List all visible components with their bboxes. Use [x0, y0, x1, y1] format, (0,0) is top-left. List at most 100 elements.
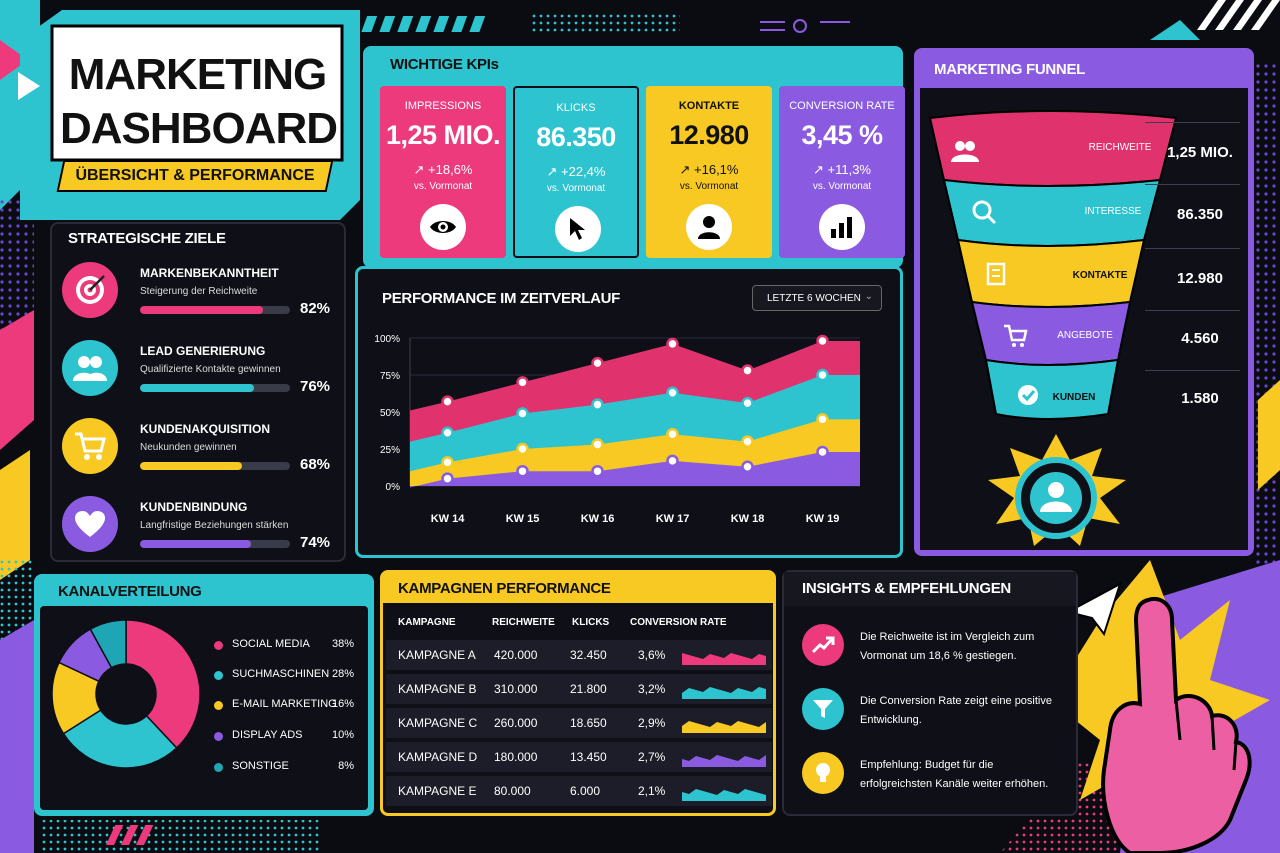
- dashboard-subtitle: ÜBERSICHT & PERFORMANCE: [75, 167, 315, 184]
- data-point[interactable]: [591, 464, 604, 478]
- insight-text: Empfehlung: Budget für die erfolgreichst…: [860, 759, 1049, 790]
- title-line-1: MARKETING: [68, 50, 327, 99]
- kpi-card-klicks[interactable]: KLICKS 86.350 ↗ +22,4% vs. Vormonat: [513, 86, 639, 258]
- trend-up-icon: [802, 624, 844, 666]
- data-point[interactable]: [441, 395, 454, 408]
- funnel-label-reichweite: REICHWEITE: [1089, 142, 1152, 153]
- funnel-chart: REICHWEITE INTERESSE KONTAKTE ANGEBOTE K…: [928, 110, 1178, 546]
- table-row[interactable]: KAMPAGNE E 80.000 6.000 2,1%: [386, 776, 772, 806]
- series-area: [410, 451, 860, 488]
- data-point[interactable]: [666, 337, 679, 351]
- table-cell: KAMPAGNE D: [398, 750, 478, 764]
- y-tick-label: 75%: [380, 371, 400, 382]
- data-point[interactable]: [441, 472, 454, 485]
- kpi-card-impressions[interactable]: IMPRESSIONS 1,25 MIO. ↗ +18,6% vs. Vormo…: [380, 86, 506, 258]
- data-point[interactable]: [741, 460, 754, 474]
- data-point[interactable]: [591, 398, 604, 411]
- data-point[interactable]: [741, 364, 754, 377]
- table-cell: 3,6%: [638, 648, 666, 662]
- data-point[interactable]: [816, 413, 829, 426]
- insight-text: Die Conversion Rate zeigt eine positive …: [860, 695, 1052, 726]
- donut-slice[interactable]: [89, 619, 127, 669]
- table-cell: 310.000: [494, 682, 538, 696]
- kpi-card-conversion-rate[interactable]: CONVERSION RATE 3,45 % ↗ +11,3% vs. Vorm…: [779, 86, 905, 258]
- table-cell: 260.000: [494, 716, 538, 730]
- column-header: KAMPAGNE: [398, 617, 456, 628]
- column-header: KLICKS: [572, 617, 610, 628]
- data-point[interactable]: [816, 334, 829, 348]
- funnel-label-kontakte: KONTAKTE: [1073, 270, 1128, 281]
- table-cell: KAMPAGNE A: [398, 648, 476, 662]
- data-point[interactable]: [816, 368, 829, 382]
- goal-progress-fill: [140, 540, 251, 548]
- data-point[interactable]: [591, 438, 604, 451]
- goal-item-kundenbindung[interactable]: KUNDENBINDUNG Langfristige Beziehungen s…: [62, 496, 332, 558]
- bar-chart-icon: [819, 204, 865, 250]
- goal-title: LEAD GENERIERUNG: [140, 344, 266, 358]
- funnel-label-interesse: INTERESSE: [1085, 206, 1142, 217]
- data-point[interactable]: [441, 456, 454, 469]
- insight-item: Die Conversion Rate zeigt eine positive …: [802, 688, 1052, 738]
- funnel-stage-kunden: [984, 358, 1120, 420]
- table-cell: 21.800: [570, 682, 607, 696]
- timeframe-dropdown[interactable]: LETZTE 6 WOCHEN ⌄: [752, 285, 882, 311]
- kpi-panel-title: WICHTIGE KPIs: [390, 56, 499, 73]
- table-cell: 420.000: [494, 648, 538, 662]
- data-point[interactable]: [516, 376, 529, 389]
- sparkline: [682, 755, 766, 767]
- kpi-change: ↗ +22,4%: [546, 164, 606, 179]
- divider: [1145, 248, 1240, 249]
- document-icon: [986, 262, 1006, 286]
- table-cell: 32.450: [570, 648, 607, 662]
- goal-item-kundenakquisition[interactable]: KUNDENAKQUISITION Neukunden gewinnen 68%: [62, 418, 332, 480]
- insight-item: Empfehlung: Budget für die erfolgreichst…: [802, 752, 1052, 802]
- table-row[interactable]: KAMPAGNE C 260.000 18.650 2,9%: [386, 708, 772, 738]
- sparkline: [682, 721, 766, 733]
- goal-progress-fill: [140, 306, 263, 314]
- data-point[interactable]: [441, 426, 454, 439]
- table-row[interactable]: KAMPAGNE A 420.000 32.450 3,6%: [386, 640, 772, 670]
- donut-slice[interactable]: [62, 709, 178, 769]
- data-point[interactable]: [666, 454, 679, 468]
- insight-text: Die Reichweite ist im Vergleich zum Vorm…: [860, 631, 1035, 662]
- goal-item-lead-generierung[interactable]: LEAD GENERIERUNG Qualifizierte Kontakte …: [62, 340, 332, 402]
- y-tick-label: 50%: [380, 408, 400, 419]
- table-row[interactable]: KAMPAGNE D 180.000 13.450 2,7%: [386, 742, 772, 772]
- title-line-2: DASHBOARD: [60, 104, 338, 153]
- table-cell: 6.000: [570, 784, 601, 798]
- kpi-value: 1,25 MIO.: [385, 120, 501, 150]
- data-point[interactable]: [516, 464, 529, 478]
- x-tick-label: KW 19: [806, 513, 840, 525]
- y-tick-label: 0%: [386, 482, 401, 493]
- data-point[interactable]: [666, 427, 679, 441]
- performance-chart: 100% 75% 50% 25% 0% KW 14 KW 15 KW 16 KW 17 KW 18…: [374, 334, 860, 525]
- insight-item: Die Reichweite ist im Vergleich zum Vorm…: [802, 624, 1052, 674]
- goal-subtitle: Langfristige Beziehungen stärken: [140, 520, 289, 531]
- insights-header-band: [784, 572, 1076, 606]
- funnel-value-reichweite: 1,25 MIO.: [1167, 144, 1233, 161]
- donut-slice[interactable]: [125, 619, 201, 750]
- data-point[interactable]: [741, 396, 754, 410]
- data-point[interactable]: [666, 386, 679, 400]
- kpi-card-kontakte[interactable]: KONTAKTE 12.980 ↗ +16,1% vs. Vormonat: [646, 86, 772, 258]
- eye-icon: [420, 204, 466, 250]
- legend-item-email-marketing: E-MAIL MARKETING 16%: [214, 698, 354, 714]
- table-row[interactable]: KAMPAGNE B 310.000 21.800 3,2%: [386, 674, 772, 704]
- data-point[interactable]: [816, 445, 829, 459]
- kpi-sub: vs. Vormonat: [413, 181, 473, 192]
- goal-item-markenbekanntheit[interactable]: MARKENBEKANNTHEIT Steigerung der Reichwe…: [62, 262, 332, 324]
- channel-donut-chart: [51, 619, 201, 769]
- kpi-change: ↗ +18,6%: [413, 162, 473, 177]
- table-header: KAMPAGNE REICHWEITE KLICKS CONVERSION RA…: [386, 612, 772, 634]
- table-cell: 2,7%: [638, 750, 666, 764]
- data-point[interactable]: [516, 407, 529, 420]
- column-header: CONVERSION RATE: [630, 617, 727, 628]
- data-point[interactable]: [591, 356, 604, 370]
- cart-icon: [1004, 324, 1028, 347]
- data-point[interactable]: [741, 435, 754, 448]
- goal-progress-fill: [140, 384, 254, 392]
- data-point[interactable]: [516, 442, 529, 456]
- goal-progress-bar: [140, 540, 290, 548]
- target-icon: [62, 262, 118, 318]
- legend-item-suchmaschinen: SUCHMASCHINEN 28%: [214, 668, 354, 684]
